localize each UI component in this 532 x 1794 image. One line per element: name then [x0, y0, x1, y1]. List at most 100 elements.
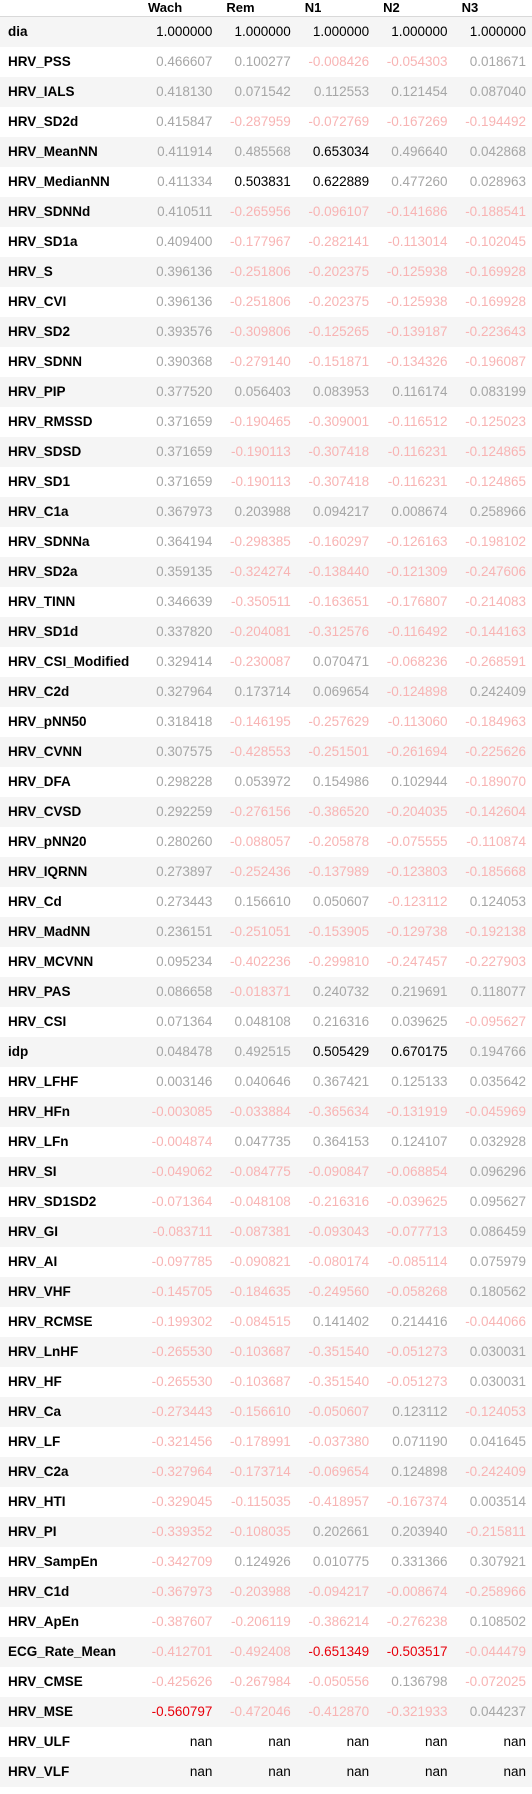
- table-cell: -0.472046: [229, 1704, 291, 1719]
- table-cell: 0.069654: [312, 684, 370, 699]
- row-label: HRV_SD1: [8, 474, 71, 489]
- row-label: HRV_SD2a: [8, 564, 78, 579]
- table-row: HRV_SDSD 0.371659 -0.190113 -0.307418 -0.116…: [0, 436, 532, 467]
- table-cell: -0.068854: [386, 1164, 448, 1179]
- table-row: dia 1.000000 1.000000 1.000000 1.000000 1.000…: [0, 16, 532, 47]
- table-row: HRV_MeanNN 0.411914 0.485568 0.653034 0.4966…: [0, 136, 532, 167]
- table-cell: -0.188541: [465, 204, 526, 219]
- table-cell: 0.219691: [391, 984, 448, 999]
- table-row: HRV_PIP 0.377520 0.056403 0.083953 0.116174 0…: [0, 376, 532, 407]
- table-cell: -0.230087: [229, 654, 291, 669]
- table-cell: 0.236151: [156, 924, 213, 939]
- table-cell: 0.048108: [234, 1014, 291, 1029]
- table-cell: -0.492408: [229, 1644, 291, 1659]
- table-cell: 0.202661: [312, 1524, 370, 1539]
- table-cell: nan: [346, 1764, 370, 1779]
- table-cell: 0.173714: [234, 684, 291, 699]
- row-label: HRV_HFn: [8, 1104, 71, 1119]
- table-cell: 0.070471: [312, 654, 370, 669]
- table-cell: 0.044237: [469, 1704, 526, 1719]
- table-cell: -0.141686: [386, 204, 448, 219]
- table-row: HRV_SDNN 0.390368 -0.279140 -0.151871 -0.134…: [0, 346, 532, 377]
- table-cell: -0.321456: [151, 1434, 213, 1449]
- table-cell: 1.000000: [469, 24, 526, 40]
- column-header-n3: N3: [453, 0, 532, 17]
- table-cell: -0.084515: [229, 1314, 291, 1329]
- table-cell: -0.116231: [387, 474, 448, 489]
- table-cell: -0.123803: [386, 864, 448, 879]
- table-row: HRV_SD1a 0.409400 -0.177967 -0.282141 -0.113…: [0, 226, 532, 257]
- table-cell: 0.071364: [156, 1014, 213, 1029]
- table-cell: 1.000000: [156, 24, 213, 40]
- table-cell: -0.139187: [386, 324, 448, 339]
- table-cell: -0.386520: [308, 804, 370, 819]
- table-row: HRV_GI -0.083711 -0.087381 -0.093043 -0.0777…: [0, 1216, 532, 1247]
- table-cell: -0.351540: [308, 1344, 370, 1359]
- table-cell: 0.083953: [312, 384, 370, 399]
- table-cell: 0.670175: [391, 1044, 448, 1059]
- table-cell: -0.257629: [308, 714, 370, 729]
- table-cell: -0.080174: [308, 1254, 370, 1269]
- row-label: HRV_MSE: [8, 1704, 74, 1719]
- table-cell: -0.071364: [151, 1194, 213, 1209]
- table-cell: 0.116174: [392, 384, 448, 399]
- table-cell: -0.094217: [308, 1584, 370, 1599]
- table-cell: -0.004874: [151, 1134, 213, 1149]
- table-cell: -0.560797: [151, 1704, 213, 1719]
- column-header-n2: N2: [375, 0, 454, 17]
- table-cell: -0.123112: [387, 894, 448, 909]
- table-cell: 0.048478: [156, 1044, 213, 1059]
- table-cell: -0.190113: [230, 444, 291, 459]
- table-cell: 0.390368: [156, 354, 213, 369]
- row-label: HRV_LF: [8, 1434, 61, 1449]
- row-label: HRV_C2a: [8, 1464, 69, 1479]
- table-cell: -0.258966: [465, 1584, 526, 1599]
- table-cell: -0.194492: [465, 114, 526, 129]
- table-cell: 0.292259: [156, 804, 213, 819]
- table-row: HRV_pNN50 0.318418 -0.146195 -0.257629 -0.11…: [0, 706, 532, 737]
- table-cell: nan: [503, 1764, 526, 1779]
- table-cell: 0.410511: [157, 204, 213, 219]
- table-cell: -0.088057: [229, 834, 291, 849]
- table-cell: -0.116492: [387, 624, 448, 639]
- table-cell: 0.136798: [391, 1674, 448, 1689]
- table-cell: -0.425626: [151, 1674, 213, 1689]
- table-cell: 0.377520: [156, 384, 213, 399]
- table-cell: 0.156610: [234, 894, 291, 909]
- table-cell: -0.145705: [151, 1284, 213, 1299]
- table-cell: 0.466607: [156, 54, 213, 69]
- table-row: HRV_HTI -0.329045 -0.115035 -0.418957 -0.167…: [0, 1486, 532, 1517]
- row-label: HRV_LFHF: [8, 1074, 79, 1089]
- table-cell: -0.077713: [386, 1224, 448, 1239]
- table-row: HRV_CVNN 0.307575 -0.428553 -0.251501 -0.261…: [0, 736, 532, 767]
- table-cell: 0.393576: [156, 324, 213, 339]
- table-row: HRV_AI -0.097785 -0.090821 -0.080174 -0.0851…: [0, 1246, 532, 1277]
- table-cell: -0.048108: [229, 1194, 291, 1209]
- table-cell: -0.051273: [386, 1344, 448, 1359]
- table-cell: 0.364153: [312, 1134, 370, 1149]
- table-cell: 0.258966: [469, 504, 526, 519]
- table-cell: -0.072025: [465, 1674, 526, 1689]
- table-cell: 0.203940: [391, 1524, 448, 1539]
- table-cell: -0.202375: [308, 264, 370, 279]
- table-cell: -0.282141: [308, 234, 370, 249]
- table-row: HRV_SD1 0.371659 -0.190113 -0.307418 -0.1162…: [0, 466, 532, 497]
- table-cell: -0.090847: [308, 1164, 370, 1179]
- table-cell: -0.134326: [386, 354, 448, 369]
- table-cell: 0.032928: [469, 1134, 526, 1149]
- table-cell: -0.116231: [387, 444, 448, 459]
- table-cell: -0.309001: [308, 414, 370, 429]
- table-row: HRV_C2a -0.327964 -0.173714 -0.069654 0.1248…: [0, 1456, 532, 1487]
- table-cell: 0.194766: [469, 1044, 526, 1059]
- table-cell: -0.156610: [229, 1404, 291, 1419]
- table-cell: -0.225626: [465, 744, 526, 759]
- table-row: HRV_RCMSE -0.199302 -0.084515 0.141402 0.214…: [0, 1306, 532, 1337]
- table-row: HRV_LnHF -0.265530 -0.103687 -0.351540 -0.05…: [0, 1336, 532, 1367]
- row-label: HRV_CSI_Modified: [8, 654, 130, 669]
- table-cell: -0.058268: [386, 1284, 448, 1299]
- table-row: HRV_PSS 0.466607 0.100277 -0.008426 -0.05430…: [0, 46, 532, 77]
- table-cell: -0.072769: [308, 114, 370, 129]
- table-cell: -0.251501: [308, 744, 370, 759]
- table-cell: -0.113014: [387, 234, 448, 249]
